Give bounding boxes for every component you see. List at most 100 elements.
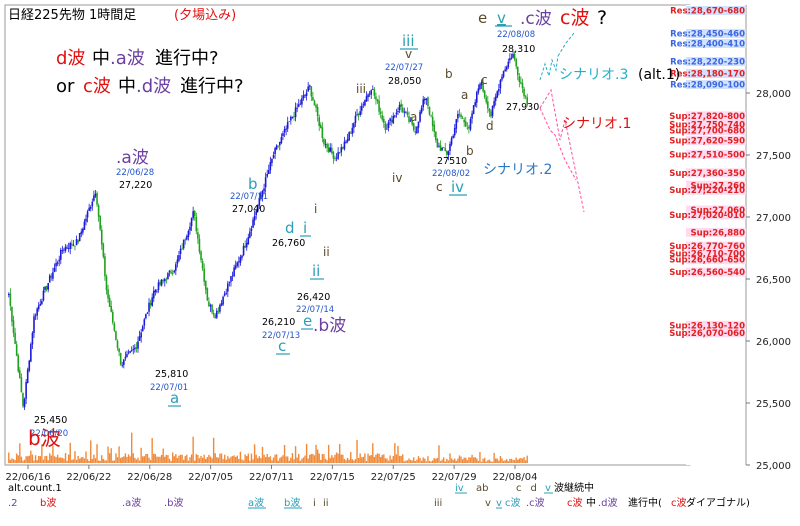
- candle-body: [340, 147, 343, 153]
- volume-bar: [115, 453, 117, 463]
- volume-bar: [309, 454, 311, 463]
- volume-bar: [26, 456, 29, 463]
- volume-bar: [321, 454, 324, 463]
- volume-bar: [42, 459, 45, 463]
- volume-bar: [305, 443, 308, 463]
- candle-body: [156, 290, 158, 292]
- volume-bar: [105, 460, 108, 463]
- volume-bar: [510, 458, 513, 463]
- candle-body: [455, 119, 458, 129]
- volume-bar: [93, 454, 95, 463]
- candle-body: [308, 85, 311, 87]
- volume-bar: [86, 459, 89, 463]
- volume-bar: [239, 451, 242, 463]
- candle-body: [319, 124, 322, 129]
- plot-frame: [4, 4, 691, 466]
- volume-bar: [487, 460, 489, 463]
- volume-bar: [211, 458, 213, 463]
- candle-body: [260, 195, 262, 199]
- volume-bar: [468, 457, 470, 463]
- candle-body: [167, 273, 169, 279]
- volume-bar: [241, 459, 243, 463]
- candle-body: [115, 331, 117, 340]
- volume-bar: [148, 457, 150, 463]
- volume-bar: [8, 452, 10, 463]
- candle-body: [466, 127, 469, 129]
- scenario-1-path: [539, 88, 585, 213]
- candle-body: [359, 111, 361, 115]
- volume-bar: [126, 456, 128, 463]
- volume-bar: [490, 461, 492, 463]
- candle-body: [129, 351, 131, 353]
- candle-body: [318, 117, 321, 127]
- volume-bar: [465, 457, 467, 463]
- candle-body: [384, 123, 387, 130]
- candle-body: [118, 348, 120, 353]
- volume-bar: [189, 457, 191, 463]
- annotation-b-date: 22/07/11: [230, 192, 268, 202]
- volume-bar: [313, 455, 316, 463]
- candle-body: [140, 332, 142, 338]
- volume-bar: [499, 455, 502, 463]
- volume-bar: [403, 461, 406, 463]
- volume-bar: [447, 460, 450, 463]
- volume-bar: [343, 458, 346, 463]
- support-band: [686, 205, 746, 215]
- scenario-line1-mid: 中: [92, 48, 110, 69]
- candle-body: [119, 353, 122, 365]
- candle-body: [461, 118, 464, 120]
- volume-bar: [194, 460, 196, 463]
- candle-body: [524, 95, 527, 97]
- volume-bar: [110, 448, 112, 463]
- volume-bar: [116, 457, 119, 463]
- volume-bar: [263, 454, 265, 463]
- volume-bar: [230, 456, 232, 463]
- annotation-low2-price: 25,810: [155, 369, 188, 380]
- candle-body: [45, 286, 48, 290]
- annotation-a-price: 27,220: [119, 180, 152, 191]
- volume-bar: [253, 444, 256, 463]
- candle-body: [178, 255, 180, 261]
- candle-body: [471, 113, 473, 119]
- candle-body: [367, 94, 369, 98]
- volume-bar: [524, 460, 527, 463]
- volume-bar: [244, 454, 246, 463]
- candle-body: [14, 332, 16, 344]
- candle-body: [365, 96, 368, 102]
- candle-body: [107, 289, 109, 299]
- candle-body: [228, 282, 231, 283]
- volume-bar: [107, 446, 109, 463]
- candle-body: [458, 114, 461, 116]
- volume-bar: [378, 453, 380, 463]
- annotation-ii-small: ii: [323, 245, 330, 259]
- candle-body: [203, 268, 205, 282]
- volume-bar: [85, 451, 87, 463]
- volume-bar: [316, 449, 319, 463]
- candle-body: [299, 103, 302, 105]
- volume-bar: [493, 452, 495, 463]
- volume-bar: [140, 447, 142, 463]
- candle-body: [94, 193, 97, 197]
- volume-bar: [255, 454, 257, 463]
- volume-bar: [420, 460, 423, 463]
- support-level-label: Sup:27,820-800: [669, 112, 745, 122]
- support-level-label: Sup:26,770-760: [669, 242, 745, 252]
- volume-bar: [427, 456, 429, 463]
- volume-bar: [521, 458, 524, 463]
- candle-body: [209, 305, 212, 307]
- volume-bar: [444, 461, 446, 463]
- volume-bar: [130, 432, 133, 463]
- volume-bar: [200, 455, 202, 463]
- volume-bar: [469, 457, 472, 463]
- candle-body: [104, 256, 106, 277]
- x-axis-ticks: 22/06/16 22/06/22 22/06/28 22/07/05 22/07/11…: [6, 465, 537, 483]
- annotation-i-letter: i: [303, 219, 307, 237]
- volume-bar: [134, 457, 136, 463]
- volume-bar: [246, 456, 248, 463]
- volume-bar: [247, 453, 250, 463]
- resistance-level-label: Res:28,090-100: [670, 81, 745, 91]
- candle-body: [134, 347, 136, 350]
- candle-body: [258, 197, 261, 206]
- candle-body: [488, 108, 491, 112]
- candle-body: [397, 110, 399, 112]
